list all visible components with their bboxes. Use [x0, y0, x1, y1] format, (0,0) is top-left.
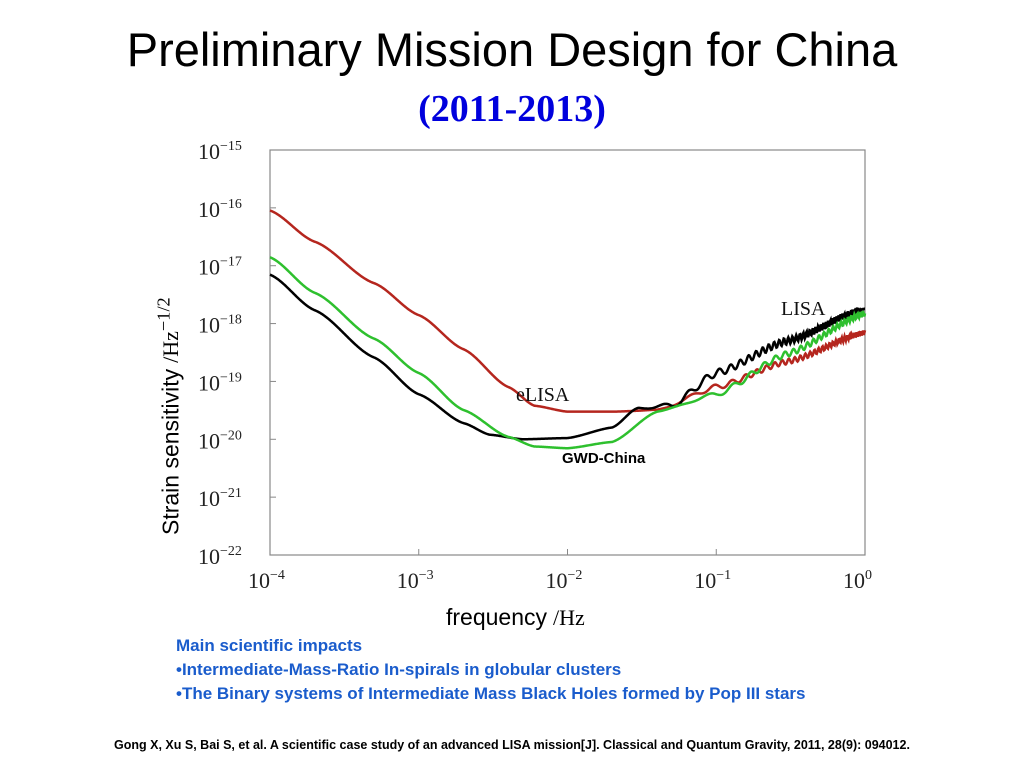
series-label-gwd-china: GWD-China	[562, 450, 646, 467]
series-label-elisa: eLISA	[516, 384, 570, 406]
y-tick-label: 10−16	[198, 197, 242, 222]
slide-subtitle: (2011-2013)	[418, 88, 606, 130]
x-tick-label: 10−2	[546, 568, 583, 593]
series-label-lisa: LISA	[781, 298, 826, 320]
y-axis-label: Strain sensitivity/Hz−1/2	[154, 297, 184, 535]
series-line-elisa	[269, 209, 867, 413]
x-tick-label: 10−3	[397, 568, 434, 593]
x-tick-label: 10−4	[248, 568, 285, 593]
x-tick-label: 100	[843, 568, 872, 593]
impacts-list: Main scientific impacts •Intermediate-Ma…	[176, 634, 806, 706]
impact-item: •Intermediate-Mass-Ratio In-spirals in g…	[176, 660, 622, 679]
series-line-gwd-china	[269, 256, 867, 450]
y-tick-label: 10−20	[198, 428, 242, 453]
citation: Gong X, Xu S, Bai S, et al. A scientific…	[114, 738, 910, 752]
x-axis-label-text: frequency	[446, 604, 548, 630]
y-tick-label: 10−21	[198, 486, 242, 511]
curve-group	[269, 209, 867, 450]
sensitivity-chart: 10−4 10−3 10−2 10−1 100 10−15 10−16 10−17 10−18 1…	[198, 139, 872, 593]
x-axis-unit: /Hz	[553, 605, 585, 630]
x-axis-label: frequency/Hz	[446, 604, 585, 631]
impacts-heading: Main scientific impacts	[176, 636, 363, 655]
y-tick-label: 10−19	[198, 370, 242, 395]
plot-area	[269, 149, 866, 556]
series-line-lisa	[269, 273, 866, 441]
slide-title: Preliminary Mission Design for China	[126, 23, 898, 76]
y-tick-label: 10−17	[198, 255, 242, 280]
y-tick-label: 10−22	[198, 544, 242, 569]
y-axis-unit-exponent: −1/2	[154, 297, 174, 332]
y-tick-label: 10−18	[198, 313, 242, 338]
y-axis-label-text: Strain sensitivity	[157, 368, 184, 535]
y-tick-label: 10−15	[198, 139, 242, 164]
x-tick-label: 10−1	[694, 568, 731, 593]
impact-item: •The Binary systems of Intermediate Mass…	[176, 684, 806, 703]
y-axis-unit: /Hz−1/2	[154, 297, 184, 363]
tick-group: 10−4 10−3 10−2 10−1 100 10−15 10−16 10−17 10−18 1…	[198, 139, 872, 593]
